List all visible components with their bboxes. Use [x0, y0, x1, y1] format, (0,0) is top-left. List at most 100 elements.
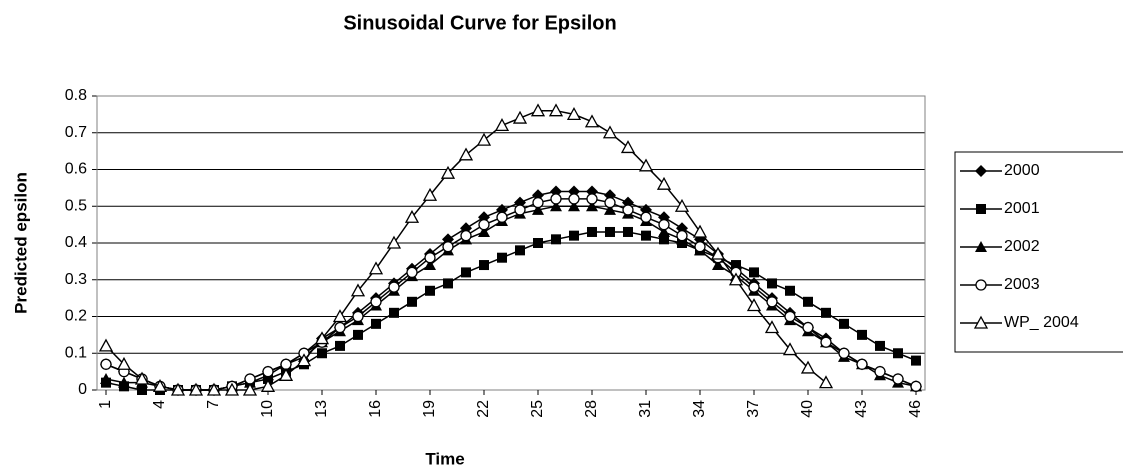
y-axis-label: Predicted epsilon [11, 172, 30, 314]
marker [692, 224, 708, 238]
marker [242, 382, 258, 396]
marker [533, 238, 543, 248]
marker [568, 193, 580, 205]
x-tick-label: 22 [475, 400, 492, 418]
marker [910, 380, 922, 392]
marker [748, 281, 760, 293]
marker [820, 336, 832, 348]
marker [440, 165, 456, 179]
marker [206, 382, 222, 396]
x-tick-label: 37 [745, 400, 762, 418]
marker [874, 365, 886, 378]
marker [694, 241, 706, 253]
marker [317, 348, 327, 359]
marker [782, 342, 798, 356]
series-line [105, 198, 917, 391]
marker [335, 340, 345, 351]
marker [443, 278, 453, 289]
marker [802, 321, 814, 334]
marker [731, 260, 741, 271]
x-tick-label: 16 [367, 400, 384, 418]
y-tick-label: 0.2 [65, 308, 87, 325]
marker [332, 309, 348, 323]
marker [821, 307, 831, 318]
marker [407, 296, 417, 307]
y-tick-label: 0 [78, 381, 87, 398]
marker [386, 235, 402, 249]
marker [260, 378, 276, 392]
marker [620, 140, 636, 154]
marker [728, 272, 744, 286]
marker [764, 320, 780, 334]
series-line [105, 231, 917, 391]
marker [532, 196, 544, 209]
marker [674, 198, 690, 212]
marker [656, 176, 672, 190]
marker [314, 331, 330, 345]
marker [568, 200, 580, 212]
marker [712, 259, 724, 271]
marker [353, 329, 363, 340]
marker [334, 321, 346, 334]
marker [371, 318, 381, 329]
marker [479, 260, 489, 271]
legend-marker [975, 241, 987, 252]
marker [710, 246, 726, 260]
marker [767, 278, 777, 289]
y-tick-label: 0.5 [65, 197, 87, 214]
plot-frame [96, 95, 926, 391]
marker [911, 355, 921, 366]
marker [640, 211, 652, 223]
series-line [105, 205, 917, 391]
marker [296, 353, 312, 367]
marker [98, 338, 114, 352]
marker [785, 285, 795, 296]
marker [569, 230, 579, 241]
marker [857, 329, 867, 340]
marker [170, 382, 186, 396]
marker [641, 230, 651, 241]
legend-marker [976, 204, 986, 214]
marker [784, 310, 796, 323]
legend-marker [973, 315, 989, 329]
marker [550, 200, 562, 212]
marker [116, 356, 132, 370]
marker [530, 103, 546, 117]
marker [622, 204, 634, 216]
marker [550, 193, 562, 205]
chart-title: Sinusoidal Curve for Epsilon [343, 12, 616, 34]
marker [278, 367, 294, 381]
marker [893, 348, 903, 359]
y-tick-label: 0.8 [65, 87, 87, 104]
marker [512, 110, 528, 124]
legend-label: WP_ 2004 [1004, 314, 1079, 331]
marker [352, 310, 364, 323]
marker [368, 261, 384, 275]
x-tick-label: 25 [529, 400, 546, 418]
marker [100, 372, 112, 384]
marker [586, 193, 598, 205]
marker [659, 234, 669, 245]
y-tick-label: 0.4 [65, 234, 87, 251]
x-tick-label: 43 [853, 400, 870, 418]
marker [134, 371, 150, 385]
marker [604, 203, 616, 215]
marker [800, 360, 816, 374]
x-tick-label: 1 [97, 400, 114, 409]
marker [461, 267, 471, 278]
marker [422, 187, 438, 201]
legend-marker [975, 279, 987, 291]
marker [406, 266, 418, 279]
marker [118, 376, 130, 388]
legend-label: 2002 [1004, 238, 1040, 255]
marker [442, 241, 454, 253]
legend-label: 2001 [1004, 200, 1040, 217]
marker [586, 200, 598, 212]
marker [388, 281, 400, 293]
marker [424, 252, 436, 264]
marker [389, 307, 399, 318]
marker [478, 218, 490, 231]
marker [548, 103, 564, 117]
marker [497, 252, 507, 263]
